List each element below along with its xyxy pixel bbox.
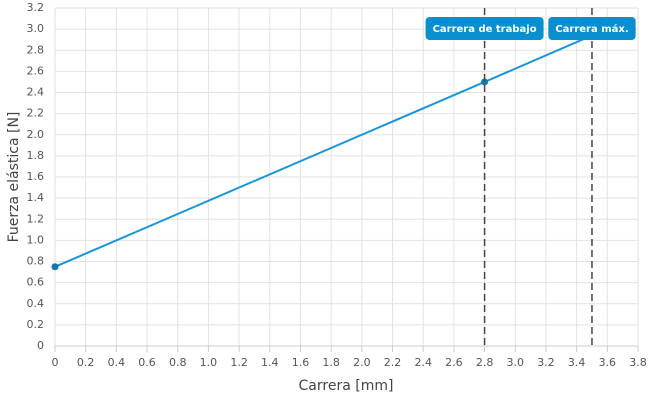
x-tick-label: 1.8	[322, 356, 340, 369]
y-axis-title: Fuerza elástica [N]	[6, 112, 22, 243]
x-tick-label: 3.6	[599, 356, 617, 369]
x-tick-label: 2.6	[445, 356, 463, 369]
x-tick-label: 3.4	[568, 356, 586, 369]
x-tick-label: 1.0	[200, 356, 218, 369]
x-tick-label: 0.4	[108, 356, 126, 369]
x-tick-label: 3.0	[507, 356, 525, 369]
point	[51, 263, 59, 271]
y-tick-label: 3.2	[27, 1, 45, 14]
y-tick-label: 1.4	[27, 191, 45, 204]
x-axis-title: Carrera [mm]	[299, 378, 394, 394]
x-tick-label: 1.4	[261, 356, 279, 369]
y-tick-label: 1.8	[27, 149, 45, 162]
y-tick-label: 3.0	[27, 22, 45, 35]
x-tick-label: 0.2	[77, 356, 95, 369]
y-tick-label: 1.6	[27, 170, 45, 183]
annotation-label: Carrera máx.	[555, 23, 628, 35]
y-tick-label: 0.2	[27, 318, 45, 331]
annotation-label: Carrera de trabajo	[433, 24, 537, 35]
x-tick-label: 0.8	[169, 356, 187, 369]
y-tick-label: 0.6	[27, 276, 45, 289]
point	[481, 78, 489, 86]
x-tick-label: 3.8	[629, 356, 647, 369]
annotation-box	[548, 17, 636, 40]
x-tick-label: 1.6	[292, 356, 310, 369]
y-tick-label: 1.2	[27, 212, 45, 225]
y-tick-label: 1.0	[27, 233, 45, 246]
x-tick-label: 2.0	[353, 356, 371, 369]
y-tick-label: 0.4	[27, 297, 45, 310]
x-tick-label: 0	[52, 356, 59, 369]
y-tick-label: 0.8	[27, 255, 45, 268]
x-tick-label: 3.2	[537, 356, 555, 369]
y-tick-label: 2.4	[27, 86, 45, 99]
line	[54, 34, 593, 268]
y-tick-label: 2.8	[27, 43, 45, 56]
x-tick-label: 2.8	[476, 356, 494, 369]
y-tick-label: 2.2	[27, 107, 45, 120]
x-tick-label: 1.2	[230, 356, 248, 369]
x-tick-label: 2.2	[384, 356, 402, 369]
x-tick-label: 2.4	[414, 356, 432, 369]
annotation-box	[425, 17, 544, 40]
y-tick-label: 2.0	[27, 128, 45, 141]
y-tick-label: 2.6	[27, 64, 45, 77]
y-tick-label: 0	[37, 339, 44, 352]
x-tick-label: 0.6	[138, 356, 156, 369]
